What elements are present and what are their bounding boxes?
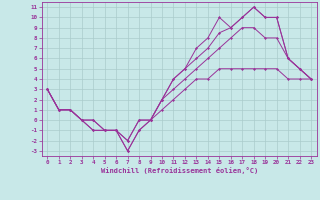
X-axis label: Windchill (Refroidissement éolien,°C): Windchill (Refroidissement éolien,°C) [100, 167, 258, 174]
